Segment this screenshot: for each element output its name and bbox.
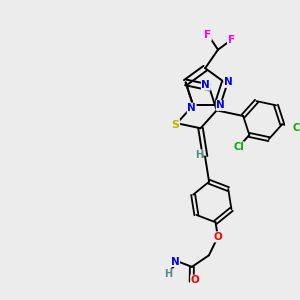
Text: N: N — [171, 256, 180, 266]
Text: N: N — [187, 103, 196, 113]
Text: H: H — [165, 269, 173, 279]
Text: O: O — [191, 275, 200, 285]
Text: S: S — [172, 120, 179, 130]
Text: H: H — [195, 150, 203, 160]
Text: F: F — [227, 35, 235, 45]
Text: N: N — [216, 100, 225, 110]
Text: N: N — [224, 77, 233, 87]
Text: Cl: Cl — [233, 142, 244, 152]
Text: O: O — [214, 232, 222, 242]
Text: N: N — [202, 80, 210, 90]
Text: F: F — [204, 30, 211, 40]
Text: Cl: Cl — [292, 123, 300, 133]
